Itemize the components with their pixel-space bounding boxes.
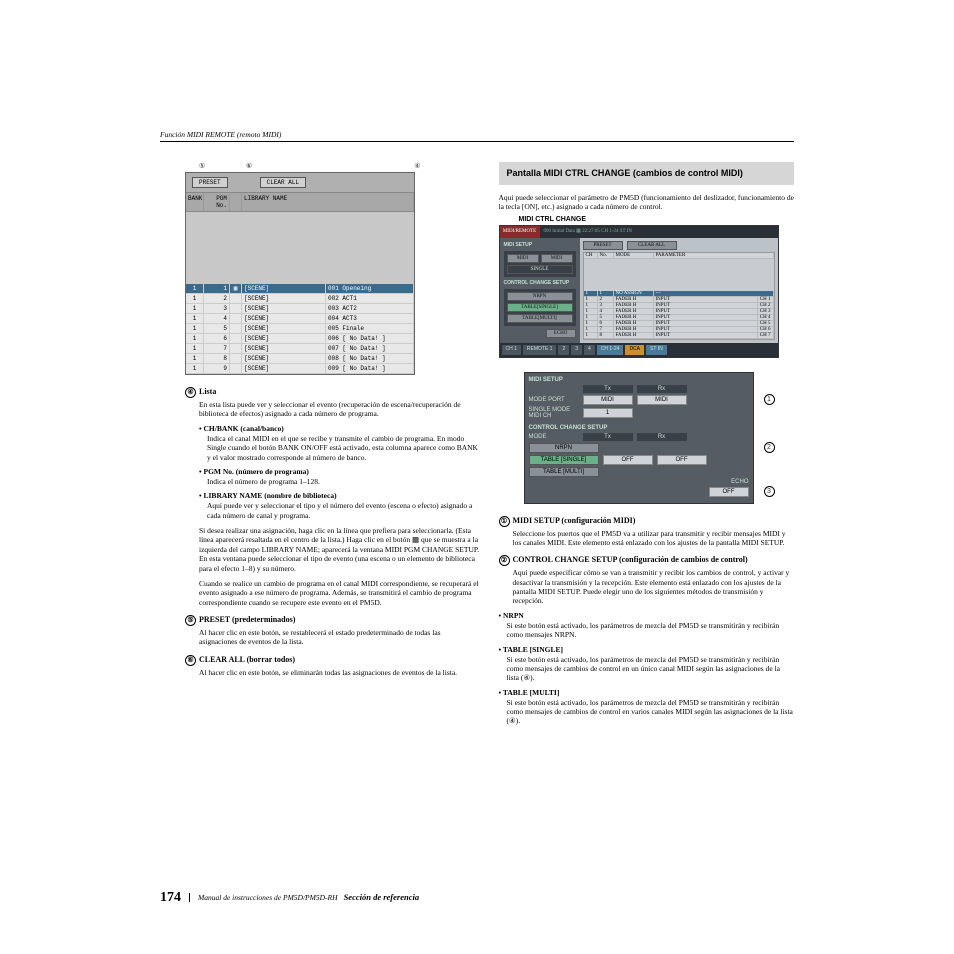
- item-5-body: Al hacer clic en este botón, se restable…: [199, 628, 481, 647]
- page-footer: 174 Manual de instrucciones de PM5D/PM5D…: [160, 890, 419, 906]
- table-row[interactable]: 14[SCENE]004 ACT3: [186, 314, 414, 324]
- table-multi-button[interactable]: TABLE [MULTI]: [529, 467, 599, 477]
- chbank-body: Indica el canal MIDI en el que se recibe…: [207, 434, 481, 462]
- item-1-body: Seleccione los puertos que el PM5D va a …: [513, 529, 795, 548]
- pgmno-heading: PGM No. (número de programa): [199, 467, 481, 476]
- pgm-change-table-figure: PRESET CLEAR ALL BANK PGM No. LIBRARY NA…: [185, 172, 415, 375]
- tmulti-body: Si este botón está activado, los parámet…: [507, 698, 795, 726]
- table-row[interactable]: 13[SCENE]003 ACT2: [186, 304, 414, 314]
- item-4-heading: ④Lista: [185, 387, 481, 398]
- section-title: Pantalla MIDI CTRL CHANGE (cambios de co…: [499, 162, 795, 185]
- tsingle-body: Si este botón está activado, los parámet…: [507, 655, 795, 683]
- item-6-heading: ⑥CLEAR ALL (borrar todos): [185, 655, 481, 666]
- table-row[interactable]: 16[SCENE]006 [ No Data! ]: [186, 334, 414, 344]
- midi-setup-detail: MIDI SETUP TxRx MODE PORT MIDI MIDI 1 SI…: [524, 372, 754, 504]
- nrpn-button[interactable]: NRPN: [529, 443, 599, 453]
- table-row[interactable]: 19[SCENE]009 [ No Data! ]: [186, 364, 414, 374]
- screen-caption: MIDI CTRL CHANGE: [519, 216, 795, 223]
- scr-grid: CHNo.MODEPARAMETER 11NO ASSIGN--- 12FADE…: [583, 252, 775, 340]
- scr-topbar: 000 Initial Data ▦ 22:27:05 CH 1-24 ST I…: [540, 226, 778, 238]
- clear-all-button[interactable]: CLEAR ALL: [260, 177, 306, 188]
- preset-button[interactable]: PRESET: [192, 177, 228, 188]
- section-intro: Aquí puede seleccionar el parámetro de P…: [499, 193, 795, 212]
- table-row[interactable]: 12[SCENE]002 ACT1: [186, 294, 414, 304]
- scr-badge: MIDI/REMOTE: [500, 226, 540, 238]
- item-6-body: Al hacer clic en este botón, se eliminar…: [199, 668, 481, 677]
- table-header: BANK PGM No. LIBRARY NAME: [186, 192, 414, 212]
- table-row[interactable]: 11▦[SCENE]001 Openeing: [186, 284, 414, 294]
- page-header: Función MIDI REMOTE (remoto MIDI): [160, 130, 794, 142]
- nrpn-heading: NRPN: [499, 611, 795, 620]
- tsingle-heading: TABLE [SINGLE]: [499, 645, 795, 654]
- para-assign: Si desea realizar una asignación, haga c…: [199, 526, 481, 573]
- libname-heading: LIBRARY NAME (nombre de biblioteca): [199, 491, 481, 500]
- item-2-body: Aquí puede especificar cómo se van a tra…: [513, 568, 795, 606]
- tmulti-heading: TABLE [MULTI]: [499, 688, 795, 697]
- item-4-body: En esta lista puede ver y seleccionar el…: [199, 400, 481, 419]
- item-5-heading: ⑤PRESET (predeterminados): [185, 615, 481, 626]
- table-row[interactable]: 15[SCENE]005 Finale: [186, 324, 414, 334]
- table-row[interactable]: 17[SCENE]007 [ No Data! ]: [186, 344, 414, 354]
- page-number: 174: [160, 890, 181, 905]
- figure-callouts-top: ⑤ ⑥ ④: [185, 162, 481, 170]
- table-single-button[interactable]: TABLE [SINGLE]: [529, 455, 599, 465]
- nrpn-body: Si este botón está activado, los parámet…: [507, 621, 795, 640]
- scr-tabs: CH 1 REMOTE 1 2 3 4 CH 1-24 DCA ST IN: [500, 343, 778, 357]
- table-row[interactable]: 18[SCENE]008 [ No Data! ]: [186, 354, 414, 364]
- callout-1: 1: [764, 394, 775, 405]
- libname-body: Aquí puede ver y seleccionar el tipo y e…: [207, 501, 481, 520]
- pgmno-body: Indica el número de programa 1–128.: [207, 477, 481, 486]
- item-2-heading: ②CONTROL CHANGE SETUP (configuración de …: [499, 555, 795, 566]
- item-1-heading: ①MIDI SETUP (configuración MIDI): [499, 516, 795, 527]
- para-recall: Cuando se realice un cambio de programa …: [199, 579, 481, 607]
- chbank-heading: CH/BANK (canal/banco): [199, 424, 481, 433]
- callout-3: 3: [764, 486, 775, 497]
- callout-2: 2: [764, 442, 775, 453]
- midi-ctrl-change-screenshot: MIDI/REMOTE 000 Initial Data ▦ 22:27:05 …: [499, 225, 779, 358]
